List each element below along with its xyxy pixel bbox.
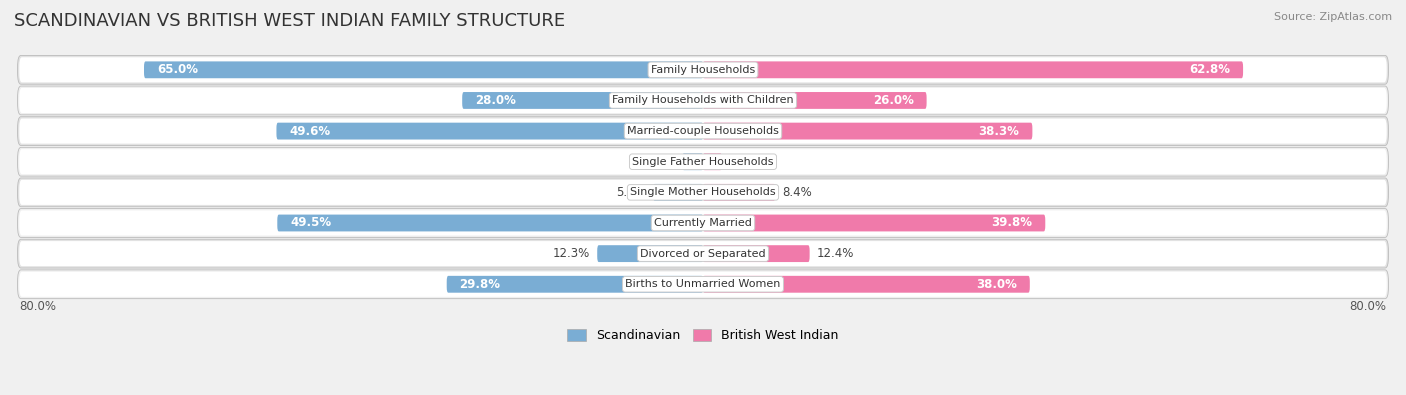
Text: 39.8%: 39.8%	[991, 216, 1032, 229]
FancyBboxPatch shape	[703, 276, 1029, 293]
FancyBboxPatch shape	[18, 239, 1388, 268]
Text: 5.8%: 5.8%	[617, 186, 647, 199]
Text: 38.0%: 38.0%	[976, 278, 1017, 291]
FancyBboxPatch shape	[654, 184, 703, 201]
FancyBboxPatch shape	[703, 92, 927, 109]
FancyBboxPatch shape	[703, 153, 721, 170]
FancyBboxPatch shape	[703, 123, 1032, 139]
FancyBboxPatch shape	[703, 245, 810, 262]
FancyBboxPatch shape	[277, 214, 703, 231]
Text: Married-couple Households: Married-couple Households	[627, 126, 779, 136]
FancyBboxPatch shape	[143, 61, 703, 78]
Text: Births to Unmarried Women: Births to Unmarried Women	[626, 279, 780, 289]
FancyBboxPatch shape	[703, 61, 1243, 78]
FancyBboxPatch shape	[18, 117, 1388, 145]
Text: 8.4%: 8.4%	[782, 186, 811, 199]
Text: 26.0%: 26.0%	[873, 94, 914, 107]
FancyBboxPatch shape	[682, 153, 703, 170]
FancyBboxPatch shape	[18, 178, 1388, 207]
Text: 2.2%: 2.2%	[728, 155, 759, 168]
Text: 62.8%: 62.8%	[1189, 63, 1230, 76]
FancyBboxPatch shape	[447, 276, 703, 293]
Text: 28.0%: 28.0%	[475, 94, 516, 107]
Text: 2.4%: 2.4%	[645, 155, 675, 168]
Text: Family Households with Children: Family Households with Children	[612, 96, 794, 105]
FancyBboxPatch shape	[703, 184, 775, 201]
FancyBboxPatch shape	[20, 118, 1386, 144]
Legend: Scandinavian, British West Indian: Scandinavian, British West Indian	[562, 324, 844, 347]
FancyBboxPatch shape	[20, 149, 1386, 174]
Text: 65.0%: 65.0%	[157, 63, 198, 76]
FancyBboxPatch shape	[18, 86, 1388, 115]
Text: 49.5%: 49.5%	[290, 216, 332, 229]
FancyBboxPatch shape	[463, 92, 703, 109]
Text: 80.0%: 80.0%	[20, 299, 56, 312]
FancyBboxPatch shape	[20, 57, 1386, 83]
FancyBboxPatch shape	[277, 123, 703, 139]
FancyBboxPatch shape	[20, 88, 1386, 113]
Text: Source: ZipAtlas.com: Source: ZipAtlas.com	[1274, 12, 1392, 22]
Text: SCANDINAVIAN VS BRITISH WEST INDIAN FAMILY STRUCTURE: SCANDINAVIAN VS BRITISH WEST INDIAN FAMI…	[14, 12, 565, 30]
Text: Currently Married: Currently Married	[654, 218, 752, 228]
Text: Family Households: Family Households	[651, 65, 755, 75]
FancyBboxPatch shape	[703, 214, 1045, 231]
Text: 38.3%: 38.3%	[979, 124, 1019, 137]
FancyBboxPatch shape	[20, 211, 1386, 235]
Text: 12.4%: 12.4%	[817, 247, 853, 260]
FancyBboxPatch shape	[20, 272, 1386, 297]
FancyBboxPatch shape	[20, 241, 1386, 266]
FancyBboxPatch shape	[18, 270, 1388, 299]
Text: Single Father Households: Single Father Households	[633, 157, 773, 167]
Text: 12.3%: 12.3%	[553, 247, 591, 260]
FancyBboxPatch shape	[598, 245, 703, 262]
FancyBboxPatch shape	[18, 55, 1388, 84]
Text: Single Mother Households: Single Mother Households	[630, 187, 776, 198]
Text: Divorced or Separated: Divorced or Separated	[640, 248, 766, 259]
Text: 49.6%: 49.6%	[290, 124, 330, 137]
Text: 29.8%: 29.8%	[460, 278, 501, 291]
FancyBboxPatch shape	[18, 147, 1388, 176]
FancyBboxPatch shape	[20, 180, 1386, 205]
Text: 80.0%: 80.0%	[1350, 299, 1386, 312]
FancyBboxPatch shape	[18, 209, 1388, 237]
